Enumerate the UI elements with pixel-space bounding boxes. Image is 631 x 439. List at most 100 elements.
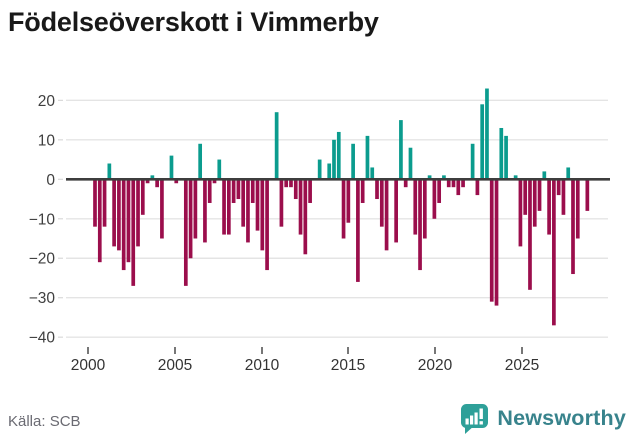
bar xyxy=(203,179,207,243)
newsworthy-bubble-chart-icon xyxy=(461,403,489,434)
bar xyxy=(102,179,107,227)
bar xyxy=(532,179,537,227)
bar xyxy=(480,104,485,180)
bar xyxy=(451,179,456,188)
bar xyxy=(585,179,590,211)
bar xyxy=(174,179,179,184)
bar xyxy=(217,159,222,180)
bar xyxy=(169,155,174,180)
bar xyxy=(107,163,112,180)
bar xyxy=(327,163,332,180)
bar xyxy=(207,179,212,203)
bar xyxy=(446,179,451,188)
y-axis-label: 10 xyxy=(38,132,56,149)
bar xyxy=(117,179,121,251)
bar xyxy=(332,139,336,180)
bar xyxy=(384,179,389,251)
bar xyxy=(155,179,159,188)
bar xyxy=(250,179,255,203)
bar xyxy=(561,179,566,215)
bar xyxy=(298,179,303,235)
y-axis-label: 20 xyxy=(38,93,56,110)
bar xyxy=(145,179,150,184)
bar xyxy=(394,179,398,243)
source-label: Källa: SCB xyxy=(8,413,81,430)
bar xyxy=(499,127,504,180)
bar xyxy=(112,179,116,247)
bar xyxy=(427,175,432,180)
bar xyxy=(489,179,494,302)
bar xyxy=(136,179,140,247)
bar xyxy=(403,179,408,188)
bar xyxy=(365,135,370,180)
x-axis-label: 2015 xyxy=(331,357,365,374)
bar xyxy=(336,131,341,180)
bar xyxy=(341,179,346,239)
bar xyxy=(494,179,499,306)
y-axis-label: −30 xyxy=(29,290,56,307)
x-axis-label: 2020 xyxy=(418,357,453,374)
bar xyxy=(284,179,289,188)
bar xyxy=(456,179,461,196)
bar xyxy=(437,179,442,203)
bar xyxy=(528,179,532,290)
bar xyxy=(518,179,523,247)
bar xyxy=(126,179,131,263)
x-axis-label: 2005 xyxy=(158,357,192,374)
bar xyxy=(97,179,102,263)
bar xyxy=(547,179,551,235)
bar xyxy=(293,179,298,200)
bar xyxy=(140,179,145,215)
page-title: Födelseöverskott i Vimmerby xyxy=(8,7,379,37)
bar xyxy=(418,179,422,271)
newsworthy-logo-text: Newsworthy xyxy=(497,405,626,430)
bar xyxy=(346,179,351,223)
bar xyxy=(461,179,465,188)
bar xyxy=(370,167,375,180)
bar xyxy=(432,179,437,219)
bar xyxy=(222,179,226,235)
bar xyxy=(212,179,217,184)
bar xyxy=(552,179,556,326)
bar xyxy=(537,179,542,211)
bar xyxy=(260,179,265,251)
bar xyxy=(413,179,418,235)
bar xyxy=(198,143,203,180)
bar xyxy=(289,179,293,188)
bar xyxy=(356,179,360,282)
bar xyxy=(279,179,284,227)
bar xyxy=(121,179,126,271)
bar xyxy=(317,159,322,180)
bar xyxy=(131,179,136,286)
newsworthy-logo-link[interactable]: Newsworthy xyxy=(458,401,626,435)
y-axis-label: 0 xyxy=(46,172,55,189)
x-axis-label: 2025 xyxy=(505,357,539,374)
bar xyxy=(246,179,250,243)
bar xyxy=(379,179,384,227)
bar xyxy=(303,179,308,255)
bar xyxy=(193,179,198,239)
bar xyxy=(556,179,561,196)
bar xyxy=(231,179,236,203)
bar xyxy=(360,179,365,203)
y-axis-label: −20 xyxy=(29,251,56,268)
bar xyxy=(571,179,575,275)
bar xyxy=(408,147,413,180)
bar xyxy=(265,179,269,271)
bar xyxy=(575,179,580,239)
bar xyxy=(523,179,528,215)
y-axis-label: −40 xyxy=(29,330,56,347)
bar xyxy=(470,143,475,180)
bar xyxy=(255,179,260,231)
bar xyxy=(236,179,241,200)
bar xyxy=(485,88,489,180)
bar xyxy=(504,135,508,180)
y-axis-label: −10 xyxy=(29,211,56,228)
x-axis-label: 2000 xyxy=(71,357,106,374)
bar xyxy=(188,179,193,259)
bar xyxy=(93,179,97,227)
bar xyxy=(399,120,403,180)
bar xyxy=(422,179,427,239)
bar xyxy=(160,179,164,239)
